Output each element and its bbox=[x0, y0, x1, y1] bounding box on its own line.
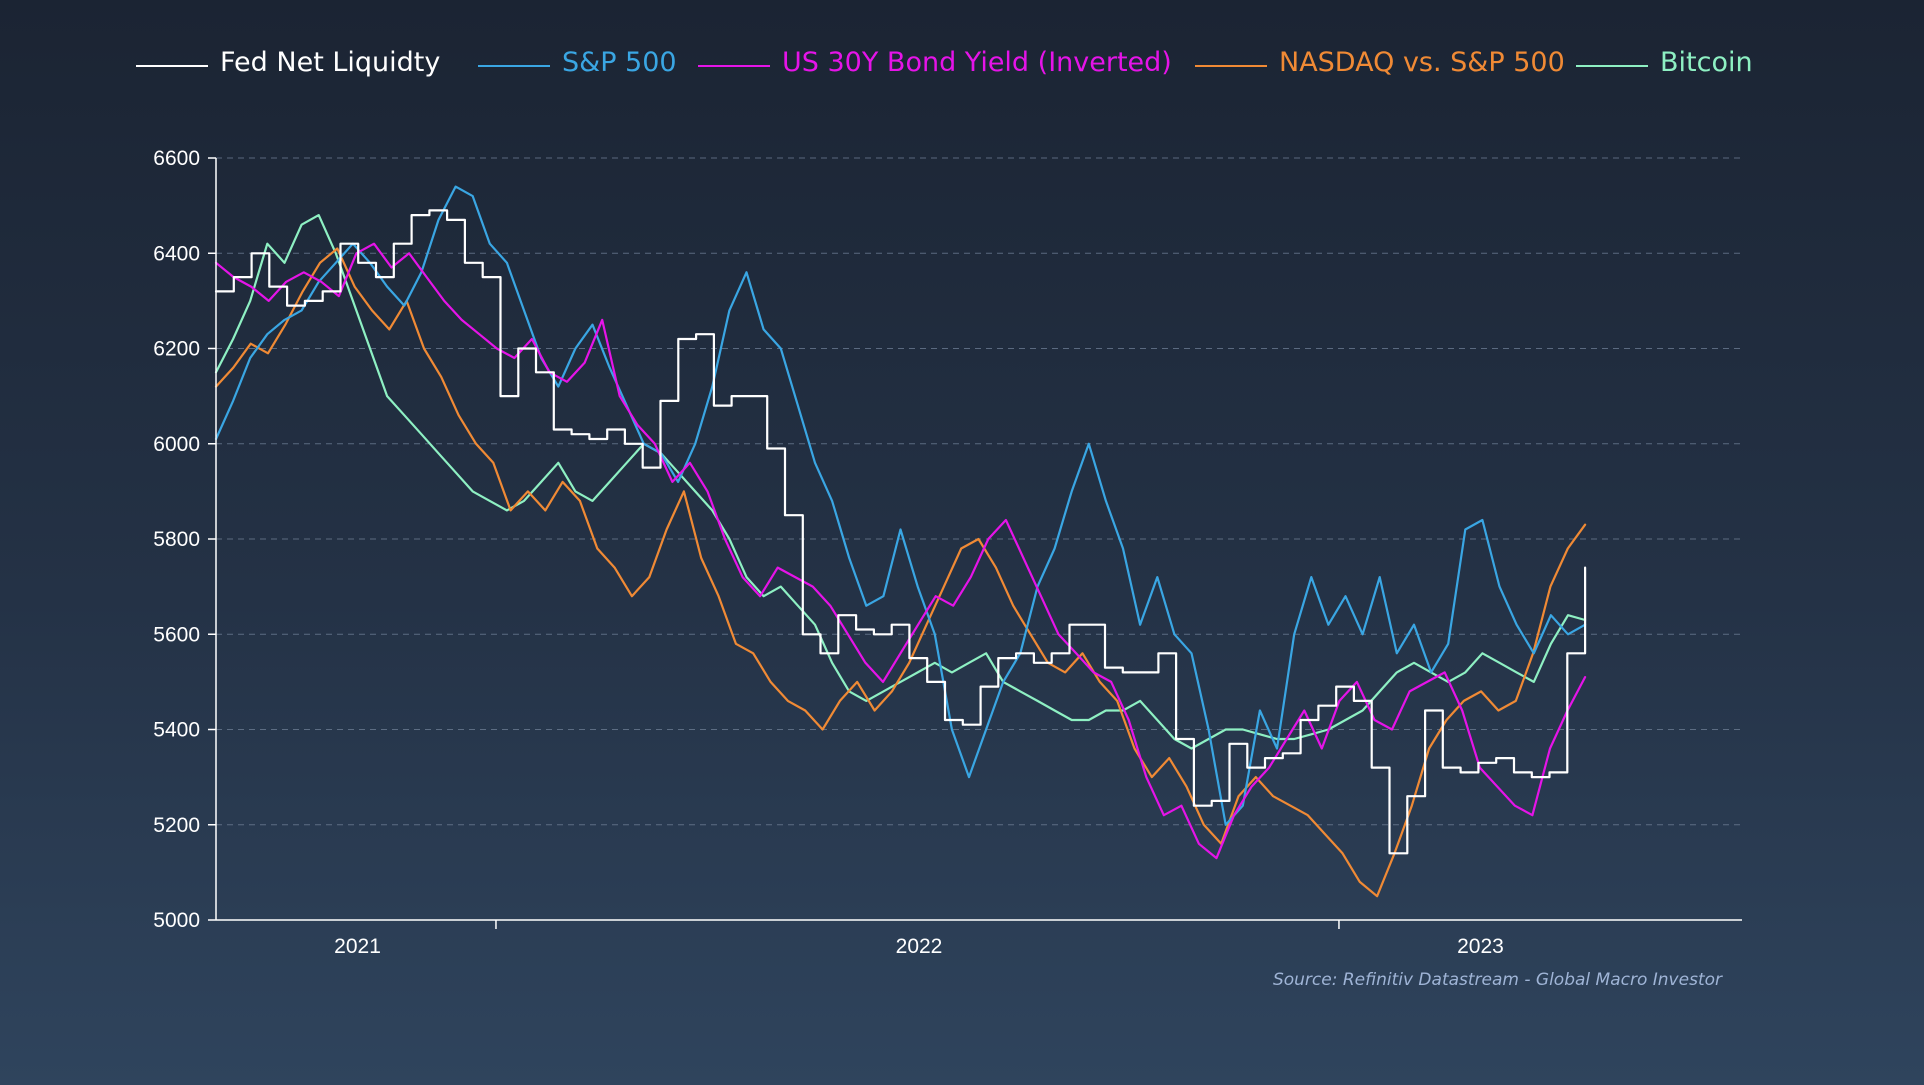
y-tick-label: 5200 bbox=[153, 814, 200, 837]
legend-label-s-p-500: S&P 500 bbox=[562, 47, 677, 78]
legend-label-us-30y-bond-yield-inverted: US 30Y Bond Yield (Inverted) bbox=[782, 47, 1172, 78]
chart-legend: Fed Net Liquidty S&P 500 US 30Y Bond Yield… bbox=[136, 47, 1753, 78]
y-tick-label: 6600 bbox=[153, 147, 200, 170]
source-note: Source: Refinitiv Datastream - Global Ma… bbox=[1273, 970, 1723, 990]
series-line-bitcoin bbox=[214, 214, 1587, 750]
y-tick-label: 6000 bbox=[153, 433, 200, 456]
y-tick-label: 5800 bbox=[153, 528, 200, 551]
y-tick-label: 6400 bbox=[153, 242, 200, 265]
axis-ticks: 5000 5200 5400 5600 5800 6000 6200 6400 6600 2021… bbox=[153, 147, 1504, 958]
series-line-nasdaq-vs-s-p-500 bbox=[214, 247, 1587, 898]
y-tick-label: 5400 bbox=[153, 719, 200, 742]
legend-label-bitcoin: Bitcoin bbox=[1660, 47, 1753, 78]
series-line-us-30y-bond-yield-inverted bbox=[214, 242, 1587, 860]
y-tick-label: 6200 bbox=[153, 338, 200, 361]
x-tick-label: 2023 bbox=[1457, 935, 1504, 958]
x-tick-label: 2022 bbox=[896, 935, 943, 958]
legend-label-nasdaq-vs-s-p-500: NASDAQ vs. S&P 500 bbox=[1279, 47, 1565, 78]
series-line-fed-net-liquidty bbox=[214, 209, 1587, 855]
legend-label-fed-net-liquidty: Fed Net Liquidty bbox=[220, 47, 440, 78]
y-tick-label: 5000 bbox=[153, 909, 200, 932]
x-tick-label: 2021 bbox=[334, 935, 381, 958]
series-layer bbox=[214, 185, 1587, 898]
gridlines bbox=[216, 157, 1742, 826]
series-line-s-p-500 bbox=[214, 185, 1587, 826]
y-tick-label: 5600 bbox=[153, 623, 200, 646]
